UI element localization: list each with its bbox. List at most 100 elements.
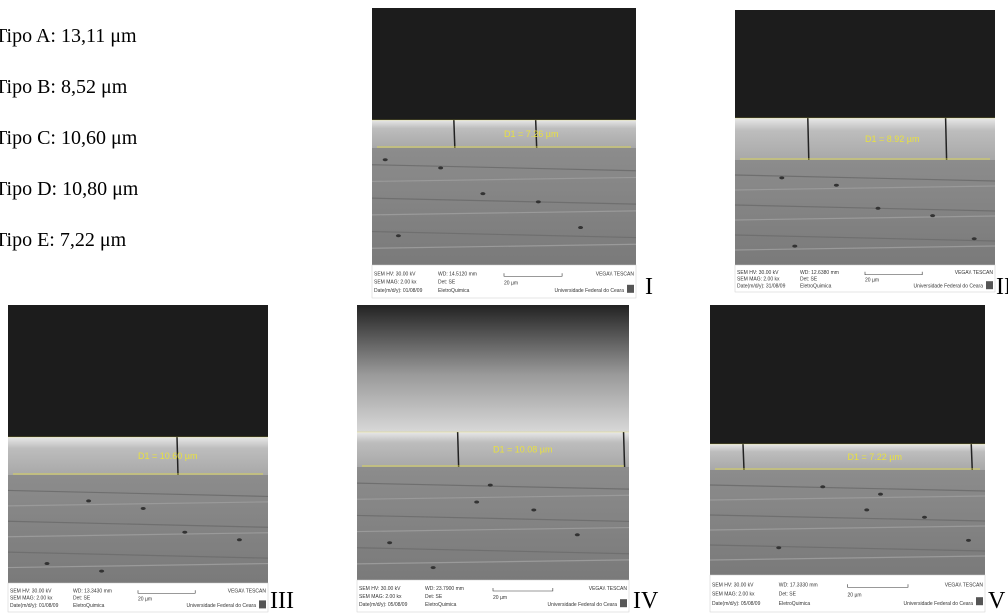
info-text: Date(m/d/y): 05/08/09 <box>359 602 408 608</box>
logo <box>976 597 983 605</box>
pit <box>396 234 401 237</box>
measurement: D1 = 7.22 µm <box>848 452 902 462</box>
crack <box>808 118 809 160</box>
info-text: SEM HV: 30.00 kV <box>712 582 754 588</box>
info-text: Universidade Federal do Ceara <box>187 603 257 609</box>
thickness-item: Tipo C: 10,60 μm <box>0 127 138 149</box>
pit <box>972 237 977 240</box>
measurement: D1 = 7.26 µm <box>504 129 558 139</box>
info-text: Date(m/d/y): 01/08/09 <box>374 288 423 294</box>
pit <box>141 507 146 510</box>
crack <box>946 118 947 160</box>
measurement: D1 = 10.08 µm <box>493 445 552 455</box>
pit <box>575 533 580 536</box>
crack <box>458 432 459 467</box>
info-text: Universidade Federal do Ceara <box>555 288 625 294</box>
panel-label: V <box>988 588 1006 614</box>
sem-image: D1 = 10.08 µm SEM HV: 30.00 kV SEM MAG: 2.… <box>357 305 629 612</box>
pit <box>536 200 541 203</box>
pit <box>531 508 536 511</box>
logo <box>259 600 266 608</box>
thickness-item: Tipo B: 8,52 μm <box>0 76 128 98</box>
info-text: SEM MAG: 2.00 kx <box>10 596 53 602</box>
pit <box>383 158 388 161</box>
panel-label: III <box>270 588 294 614</box>
info-text: WD: 23.7900 mm <box>425 586 464 592</box>
info-text: SEM MAG: 2.00 kx <box>374 280 417 286</box>
pit <box>776 546 781 549</box>
info-text: 20 µm <box>504 281 518 287</box>
info-text: WD: 14.5120 mm <box>438 271 477 277</box>
info-text: SEM HV: 30.00 kV <box>374 271 416 277</box>
info-text: SEM MAG: 2.00 kx <box>359 594 402 600</box>
info-text: 20 µm <box>848 593 862 599</box>
info-text: 20 µm <box>865 278 879 284</box>
info-text: VEGA\\ TESCAN <box>945 582 984 588</box>
pit <box>438 166 443 169</box>
info-text: WD: 12.6380 mm <box>800 270 839 276</box>
crack <box>454 120 455 148</box>
info-text: VEGA\\ TESCAN <box>955 270 994 276</box>
info-text: VEGA\\ TESCAN <box>589 586 628 592</box>
thickness-item: Tipo E: 7,22 μm <box>0 229 127 251</box>
crack <box>743 444 744 470</box>
info-text: Date(m/d/y): 01/08/09 <box>10 603 59 609</box>
panel-label: IV <box>633 588 659 614</box>
pit <box>820 485 825 488</box>
pit <box>431 566 436 569</box>
info-text: Universidade Federal do Ceara <box>548 602 618 608</box>
logo <box>627 285 634 293</box>
info-text: SEM HV: 30.00 kV <box>737 270 779 276</box>
pit <box>930 214 935 217</box>
info-text: EletroQuimica <box>779 601 811 607</box>
pit <box>480 192 485 195</box>
pit <box>966 539 971 542</box>
pit <box>792 245 797 248</box>
panel-label: I <box>645 274 653 300</box>
measurement: D1 = 10.60 µm <box>138 451 197 461</box>
thickness-item: Tipo D: 10,80 μm <box>0 178 139 200</box>
sem-image: D1 = 7.26 µm SEM HV: 30.00 kV SEM MAG: 2.0… <box>372 8 636 298</box>
pit <box>779 176 784 179</box>
logo <box>986 281 993 289</box>
info-text: VEGA\\ TESCAN <box>596 271 635 277</box>
pit <box>578 226 583 229</box>
info-text: EletroQuimica <box>73 603 105 609</box>
pit <box>876 207 881 210</box>
pit <box>864 508 869 511</box>
pit <box>387 541 392 544</box>
info-text: SEM MAG: 2.00 kx <box>737 277 780 283</box>
logo <box>620 599 627 607</box>
pit <box>922 516 927 519</box>
pit <box>237 538 242 541</box>
info-text: EletroQuimica <box>438 288 470 294</box>
pit <box>45 562 50 565</box>
info-text: WD: 17.3330 mm <box>779 582 818 588</box>
info-text: Det: SE <box>438 280 456 286</box>
info-text: 20 µm <box>138 597 152 603</box>
info-text: Det: SE <box>800 277 818 283</box>
info-text: Det: SE <box>73 596 91 602</box>
info-text: Universidade Federal do Ceara <box>904 601 974 607</box>
info-text: 20 µm <box>493 595 507 601</box>
info-text: VEGA\\ TESCAN <box>228 588 267 594</box>
crack <box>971 444 972 470</box>
pit <box>86 499 91 502</box>
info-text: SEM HV: 30.00 kV <box>10 588 52 594</box>
info-text: SEM MAG: 2.00 kx <box>712 592 755 598</box>
info-text: Date(m/d/y): 31/08/09 <box>737 283 786 289</box>
pit <box>182 531 187 534</box>
pit <box>488 484 493 487</box>
pit <box>99 570 104 573</box>
info-text: Det: SE <box>425 594 443 600</box>
info-text: SEM HV: 30.00 kV <box>359 586 401 592</box>
info-text: Universidade Federal do Ceara <box>914 283 984 289</box>
info-text: EletroQuimica <box>425 602 457 608</box>
info-text: EletroQuimica <box>800 283 832 289</box>
thickness-item: Tipo A: 13,11 μm <box>0 25 137 47</box>
crack <box>624 432 625 467</box>
sem-image: D1 = 7.22 µm SEM HV: 30.00 kV SEM MAG: 2.0… <box>710 305 985 612</box>
pit <box>878 493 883 496</box>
figure: Tipo A: 13,11 μm Tipo B: 8,52 μm Tipo C: 1… <box>0 0 1008 616</box>
